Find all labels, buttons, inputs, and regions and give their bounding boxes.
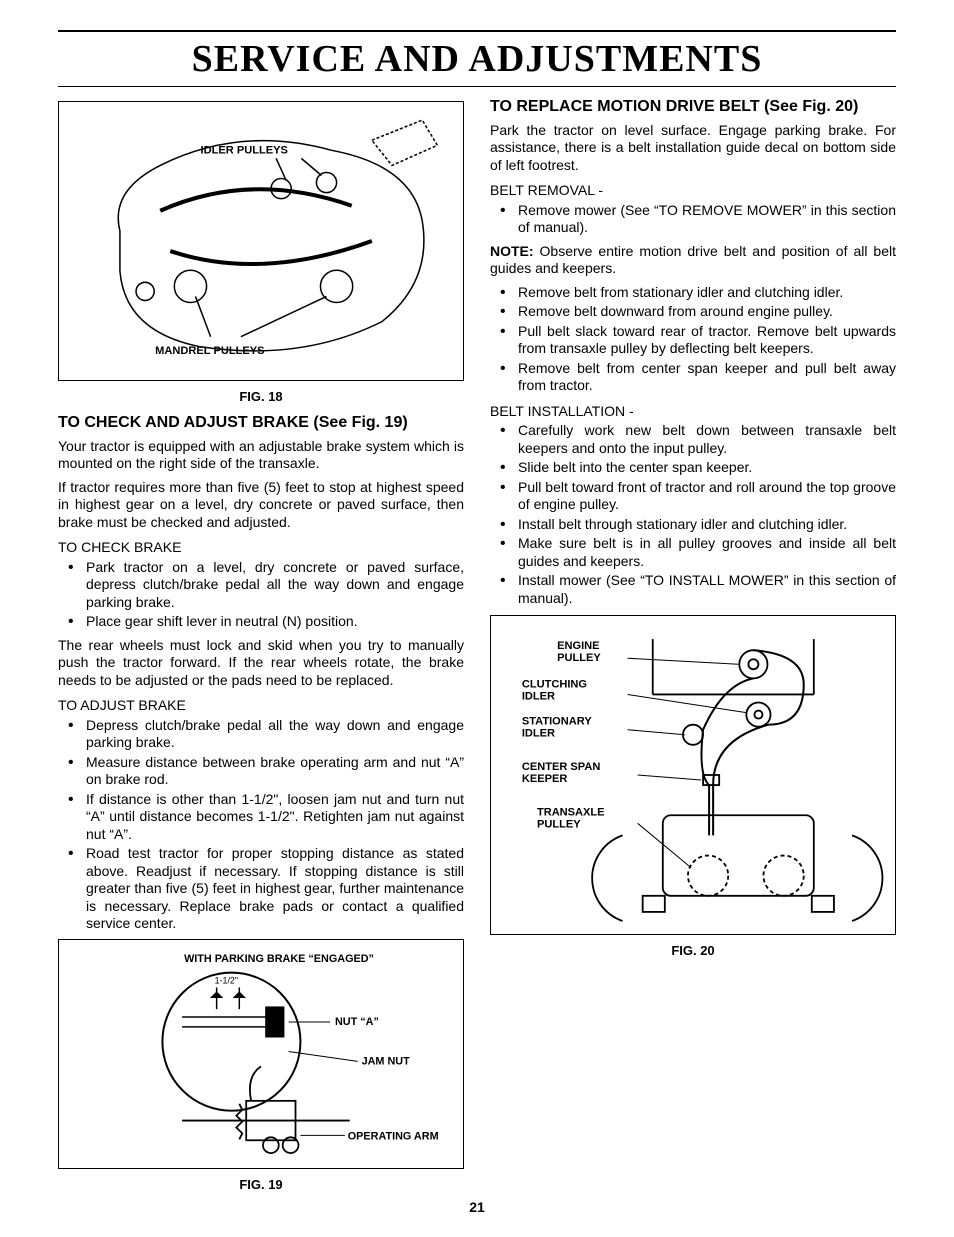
list-item: Remove belt from center span keeper and … [490, 360, 896, 395]
page-title: SERVICE AND ADJUSTMENTS [58, 36, 896, 84]
rule-under-title [58, 86, 896, 87]
replace-belt-heading: TO REPLACE MOTION DRIVE BELT (See Fig. 2… [490, 97, 896, 116]
list-item: Depress clutch/brake pedal all the way d… [58, 717, 464, 752]
list-item: Park tractor on a level, dry concrete or… [58, 559, 464, 612]
brake-p2: If tractor requires more than five (5) f… [58, 479, 464, 532]
adjust-brake-subhead: TO ADJUST BRAKE [58, 697, 464, 715]
fig19-jam-label: JAM NUT [362, 1055, 411, 1067]
left-column: IDLER PULLEYS MANDREL PULLEYS FIG. 18 TO… [58, 97, 464, 1194]
list-item: Carefully work new belt down between tra… [490, 422, 896, 457]
list-item: Pull belt toward front of tractor and ro… [490, 479, 896, 514]
fig20-stat-label: STATIONARYIDLER [522, 716, 592, 740]
belt-p1: Park the tractor on level surface. Engag… [490, 122, 896, 175]
page-number: 21 [58, 1199, 896, 1217]
figure-18-svg: IDLER PULLEYS MANDREL PULLEYS [67, 110, 455, 372]
belt-removal-head: BELT REMOVAL - [490, 182, 896, 200]
fig20-trans-label: TRANSAXLEPULLEY [537, 806, 605, 830]
fig18-mandrel-label: MANDREL PULLEYS [155, 344, 264, 356]
fig19-engaged-label: WITH PARKING BRAKE “ENGAGED” [184, 953, 374, 965]
rule-top [58, 30, 896, 32]
note-rest: Observe entire motion drive belt and pos… [490, 243, 896, 277]
fig20-span-label: CENTER SPANKEEPER [522, 761, 600, 785]
brake-p1: Your tractor is equipped with an adjusta… [58, 438, 464, 473]
belt-removal-list2: Remove belt from stationary idler and cl… [490, 284, 896, 395]
list-item: Remove belt from stationary idler and cl… [490, 284, 896, 302]
figure-18-box: IDLER PULLEYS MANDREL PULLEYS [58, 101, 464, 381]
belt-install-head: BELT INSTALLATION - [490, 403, 896, 421]
list-item: Place gear shift lever in neutral (N) po… [58, 613, 464, 631]
check-brake-list: Park tractor on a level, dry concrete or… [58, 559, 464, 631]
figure-19-svg: WITH PARKING BRAKE “ENGAGED” 1-1/2" NUT … [67, 948, 455, 1160]
figure-19-box: WITH PARKING BRAKE “ENGAGED” 1-1/2" NUT … [58, 939, 464, 1169]
fig20-engine-label: ENGINEPULLEY [557, 640, 601, 664]
brake-p3: The rear wheels must lock and skid when … [58, 637, 464, 690]
list-item: Slide belt into the center span keeper. [490, 459, 896, 477]
figure-20-svg: ENGINEPULLEY CLUTCHINGIDLER STATIONARYID… [499, 624, 887, 926]
fig19-caption: FIG. 19 [58, 1177, 464, 1193]
list-item: Measure distance between brake operating… [58, 754, 464, 789]
list-item: Install mower (See “TO INSTALL MOWER” in… [490, 572, 896, 607]
check-brake-subhead: TO CHECK BRAKE [58, 539, 464, 557]
note-bold: NOTE: [490, 243, 534, 259]
belt-note: NOTE: Observe entire motion drive belt a… [490, 243, 896, 278]
adjust-brake-list: Depress clutch/brake pedal all the way d… [58, 717, 464, 933]
belt-install-list: Carefully work new belt down between tra… [490, 422, 896, 607]
fig18-caption: FIG. 18 [58, 389, 464, 405]
belt-removal-list1: Remove mower (See “TO REMOVE MOWER” in t… [490, 202, 896, 237]
list-item: Road test tractor for proper stopping di… [58, 845, 464, 933]
fig20-caption: FIG. 20 [490, 943, 896, 959]
fig19-arm-label: OPERATING ARM [348, 1130, 439, 1142]
fig18-idler-label: IDLER PULLEYS [201, 144, 288, 156]
check-brake-heading: TO CHECK AND ADJUST BRAKE (See Fig. 19) [58, 413, 464, 432]
fig19-nuta-label: NUT “A” [335, 1016, 379, 1028]
list-item: Install belt through stationary idler an… [490, 516, 896, 534]
fig19-dim-label: 1-1/2" [215, 975, 238, 985]
figure-20-box: ENGINEPULLEY CLUTCHINGIDLER STATIONARYID… [490, 615, 896, 935]
list-item: Pull belt slack toward rear of tractor. … [490, 323, 896, 358]
list-item: Remove belt downward from around engine … [490, 303, 896, 321]
list-item: Make sure belt is in all pulley grooves … [490, 535, 896, 570]
two-column-layout: IDLER PULLEYS MANDREL PULLEYS FIG. 18 TO… [58, 97, 896, 1194]
list-item: If distance is other than 1-1/2", loosen… [58, 791, 464, 844]
right-column: TO REPLACE MOTION DRIVE BELT (See Fig. 2… [490, 97, 896, 1194]
list-item: Remove mower (See “TO REMOVE MOWER” in t… [490, 202, 896, 237]
fig20-clutch-label: CLUTCHINGIDLER [522, 679, 587, 703]
